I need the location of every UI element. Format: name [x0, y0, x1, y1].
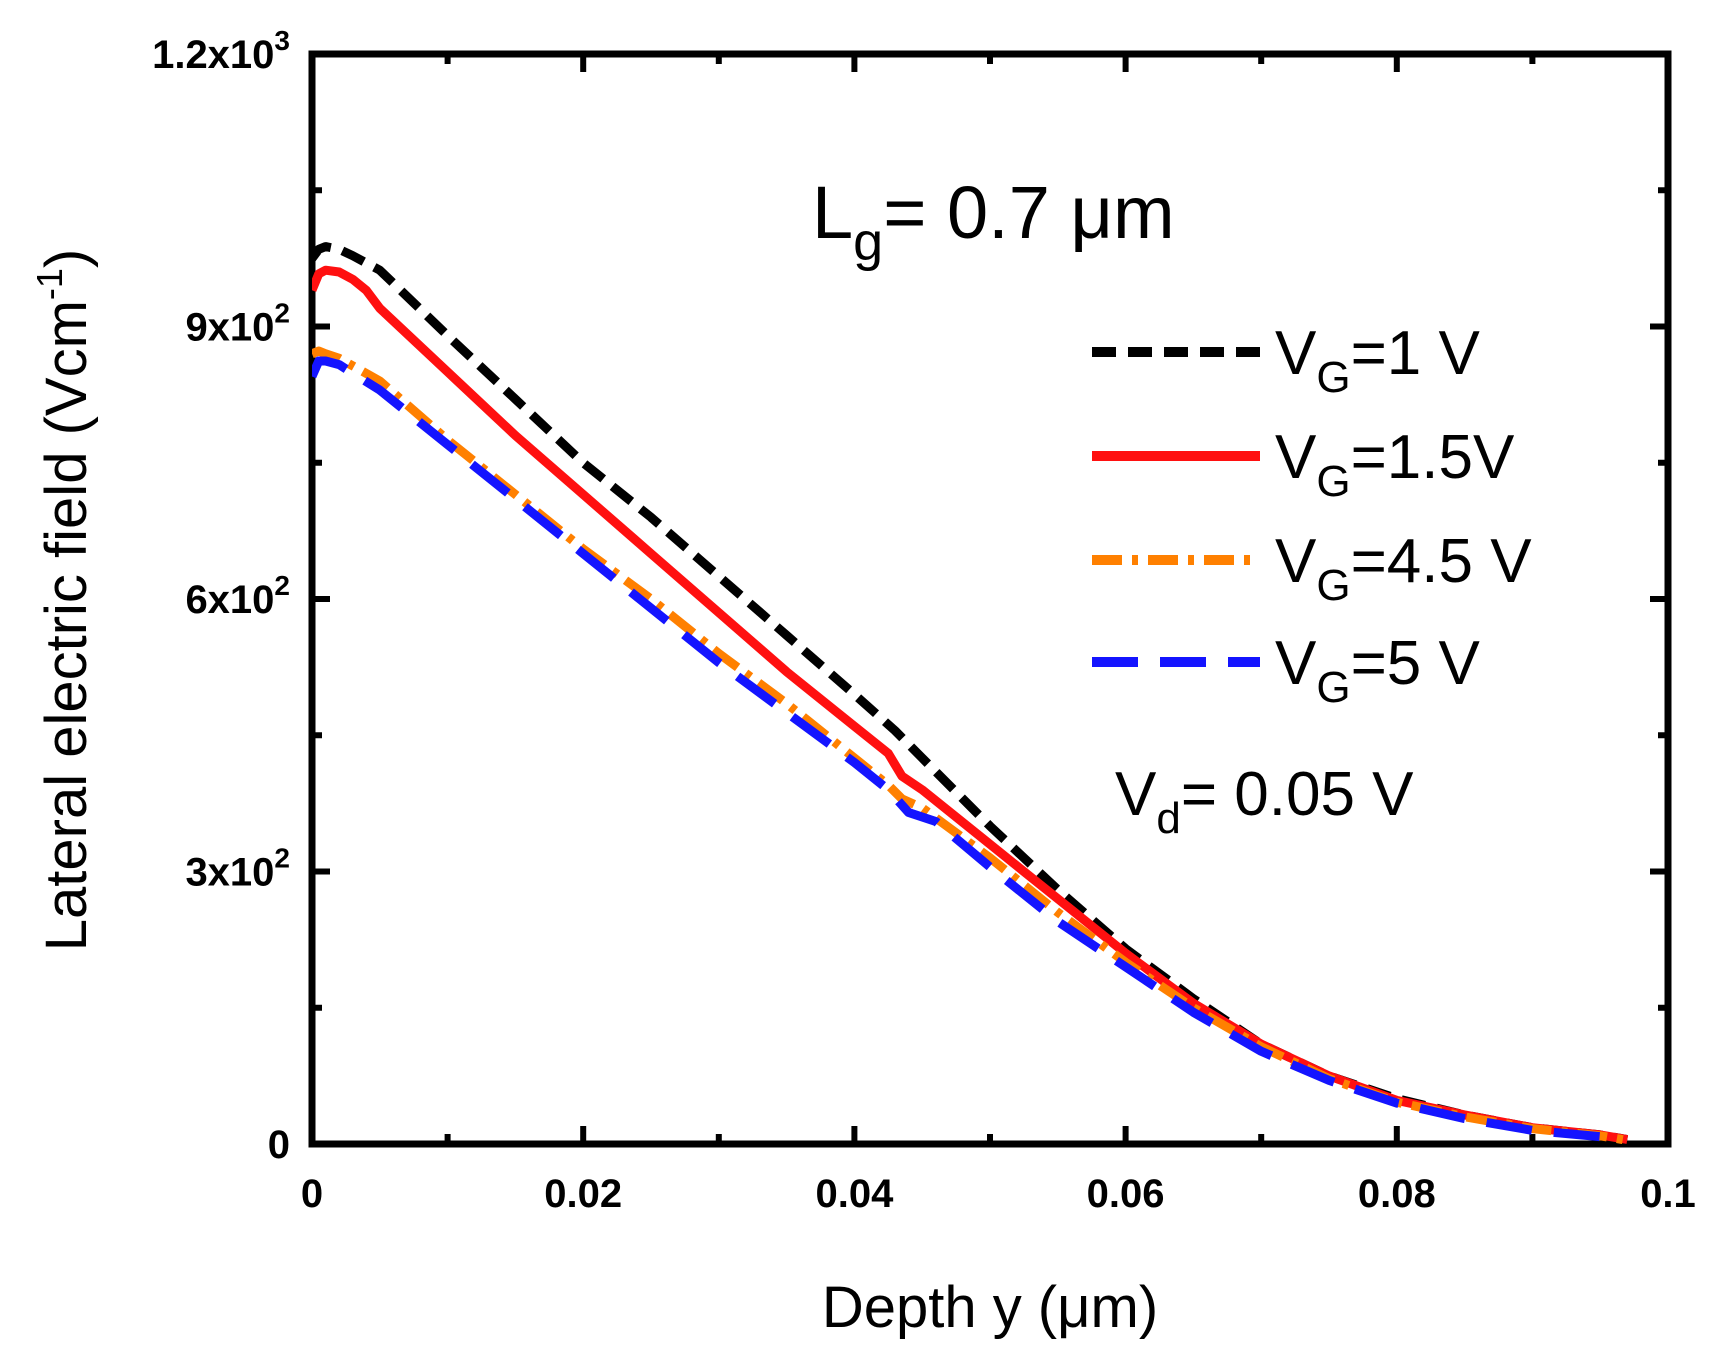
- annotation-gate-length-sub: g: [853, 212, 883, 272]
- annotation-drain-voltage-rest: = 0.05 V: [1181, 760, 1414, 829]
- y-tick-label: 3x102: [185, 843, 290, 895]
- legend-label-vg-1-5v: VG=1.5V: [1275, 423, 1515, 506]
- y-tick-label: 9x102: [185, 298, 290, 350]
- y-axis-title: Lateral electric field (Vcm-1): [29, 249, 99, 951]
- series-line-vg-5-v: [312, 356, 1601, 1142]
- legend: VG=1 V VG=1.5V VG=4.5 V VG=5 V: [1092, 319, 1532, 712]
- series-lines: [312, 242, 1629, 1144]
- x-tick-label: 0.02: [544, 1172, 622, 1216]
- legend-label-vg-1v: VG=1 V: [1275, 319, 1481, 402]
- y-tick-label: 6x102: [185, 570, 290, 622]
- annotation-drain-voltage: Vd= 0.05 V: [1115, 760, 1414, 843]
- annotation-gate-length-main: L: [812, 171, 853, 254]
- y-axis-title-end: ): [34, 249, 99, 268]
- x-tick-label: 0.08: [1358, 1172, 1436, 1216]
- y-axis-tick-labels: 0 3x102 6x102 9x102 1.2x103: [152, 25, 290, 1167]
- y-tick-label: 0: [268, 1123, 290, 1167]
- annotation-gate-length: Lg= 0.7 μm: [812, 171, 1175, 272]
- legend-label-vg-5v: VG=5 V: [1275, 629, 1481, 712]
- annotation-gate-length-rest: = 0.7 μm: [883, 171, 1174, 254]
- annotation-drain-voltage-main: V: [1115, 760, 1157, 829]
- x-tick-label: 0.06: [1087, 1172, 1165, 1216]
- series-line-vg-1-5v: [312, 265, 1629, 1144]
- x-tick-label: 0: [301, 1172, 323, 1216]
- x-axis-title: Depth y (μm): [822, 1275, 1158, 1340]
- y-tick-label: 1.2x103: [152, 25, 290, 77]
- x-tick-label: 0.1: [1640, 1172, 1696, 1216]
- y-axis-title-sup: -1: [29, 268, 70, 300]
- x-axis-tick-labels: 0 0.02 0.04 0.06 0.08 0.1: [301, 1172, 1696, 1216]
- x-tick-label: 0.04: [815, 1172, 894, 1216]
- legend-label-vg-4-5v: VG=4.5 V: [1275, 527, 1532, 610]
- y-axis-title-main: Lateral electric field (Vcm: [34, 300, 99, 951]
- axis-ticks: [309, 51, 1671, 1147]
- annotation-drain-voltage-sub: d: [1156, 794, 1180, 843]
